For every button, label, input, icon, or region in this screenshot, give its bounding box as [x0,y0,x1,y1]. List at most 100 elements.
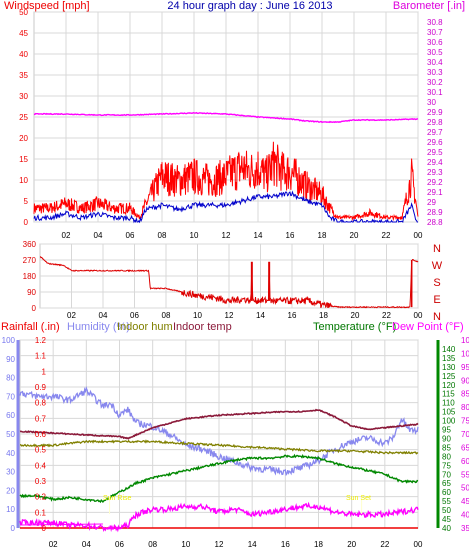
x-tick-label: 10 [193,311,202,320]
x-tick-label: 02 [49,540,58,549]
temperature-tick-label: 135 [442,354,456,363]
x-tick-label: 10 [181,540,190,549]
dew-point-tick-label: 40 [461,511,469,520]
x-tick-label: 14 [248,540,257,549]
barometer-tick-label: 28.9 [427,208,443,217]
x-tick-label: 12 [225,311,234,320]
compass-letter-label: S [433,277,440,289]
x-tick-label: 20 [350,231,359,240]
temperature-tick-label: 55 [442,497,451,506]
dew-point-tick-label: 45 [461,497,469,506]
temperature-tick-label: 105 [442,408,456,417]
wind-average-series-line [33,190,418,224]
rainfall-tick-label: 0.8 [35,399,47,408]
x-tick-label: 20 [347,540,356,549]
dew-point-tick-label: 90 [461,376,469,385]
windspeed-tick-label: 25 [19,113,28,122]
temperature-tick-label: 85 [442,443,451,452]
barometer-tick-label: 30.3 [427,68,443,77]
x-tick-label: 00 [414,231,423,240]
dew-point-tick-label: 95 [461,363,469,372]
compass-letter-label: E [433,294,440,306]
barometer-tick-label: 30.7 [427,28,443,37]
temperature-tick-label: 75 [442,461,451,470]
barometer-tick-label: 30.2 [427,78,443,87]
temperature-tick-label: 110 [442,399,455,408]
windspeed-tick-label: 15 [19,155,28,164]
temperature-tick-label: 80 [442,452,451,461]
barometer-tick-label: 29.1 [427,188,443,197]
rainfall-tick-label: 0.4 [35,461,47,470]
barometer-series-line [33,111,419,124]
indoor-hum-series-line [20,439,419,455]
temperature-tick-label: 65 [442,479,451,488]
temperature-tick-label: 45 [442,515,451,524]
direction-tick-label: 270 [23,256,37,265]
dew-point-tick-label: 70 [461,430,469,439]
barometer-tick-label: 30.5 [427,48,443,57]
humidity-series-line [19,386,419,477]
barometer-tick-label: 29.9 [427,108,443,117]
dew-point-tick-label: 50 [461,484,469,493]
windspeed-tick-label: 5 [24,197,29,206]
barometer-tick-label: 29.5 [427,148,443,157]
temperature-tick-label: 95 [442,426,451,435]
dew-point-series-line [19,501,419,533]
x-tick-label: 04 [99,311,108,320]
x-tick-label: 18 [314,540,323,549]
dew-point-tick-label: 85 [461,390,469,399]
x-tick-label: 02 [67,311,76,320]
compass-letter-label: N [433,311,441,323]
rainfall-tick-label: 0.9 [35,383,47,392]
early-dew-trace [19,523,103,526]
barometer-tick-label: 29.3 [427,168,443,177]
direction-tick-label: 180 [23,272,37,281]
direction-tick-label: 360 [23,240,37,249]
x-tick-label: 02 [62,231,71,240]
barometer-tick-label: 29.4 [427,158,443,167]
temperature-tick-label: 140 [442,345,456,354]
humidity-tick-label: 40 [6,449,15,458]
humidity-tick-label: 0 [11,524,16,533]
barometer-tick-label: 30.4 [427,58,443,67]
windspeed-tick-label: 35 [19,71,28,80]
x-tick-label: 04 [94,231,103,240]
windspeed-tick-label: 50 [19,8,28,17]
barometer-tick-label: 30.8 [427,18,443,27]
windspeed-tick-label: 20 [19,134,28,143]
temperature-tick-label: 70 [442,470,451,479]
direction-tick-label: 0 [32,304,37,313]
x-tick-label: 08 [162,311,171,320]
x-tick-label: 22 [382,231,391,240]
x-tick-label: 12 [222,231,231,240]
compass-letter-label: N [433,243,441,255]
humidity-tick-label: 80 [6,374,15,383]
x-tick-label: 08 [158,231,167,240]
direction-tick-label: 90 [27,288,36,297]
x-tick-label: 16 [288,311,297,320]
x-tick-label: 10 [190,231,199,240]
barometer-tick-label: 29.2 [427,178,443,187]
dew-point-tick-label: 35 [461,524,469,533]
x-tick-label: 08 [148,540,157,549]
rainfall-tick-label: 0.2 [35,493,47,502]
dew-point-tick-label: 60 [461,457,469,466]
humidity-legend-label: Humidity (%) [67,321,130,333]
barometer-tick-label: 30.1 [427,88,443,97]
humidity-tick-label: 70 [6,392,15,401]
indoor-temp-legend-label: Indoor temp [173,321,232,333]
barometer-axis-label: Barometer [.in] [393,0,465,12]
barometer-tick-label: 29.8 [427,118,443,127]
temperature-tick-label: 40 [442,524,451,533]
barometer-tick-label: 30 [427,98,436,107]
dew-point-tick-label: 55 [461,470,469,479]
temperature-tick-label: 125 [442,372,456,381]
rainfall-tick-label: 0.3 [35,477,47,486]
temperature-tick-label: 130 [442,363,456,372]
chart-title: 24 hour graph day : June 16 2013 [167,0,332,12]
x-tick-label: 22 [380,540,389,549]
dew-point-tick-label: 105 [461,336,469,345]
temperature-legend-label: Temperature (°F) [313,321,396,333]
dew-point-tick-label: 65 [461,443,469,452]
rainfall-tick-label: 1 [42,367,47,376]
